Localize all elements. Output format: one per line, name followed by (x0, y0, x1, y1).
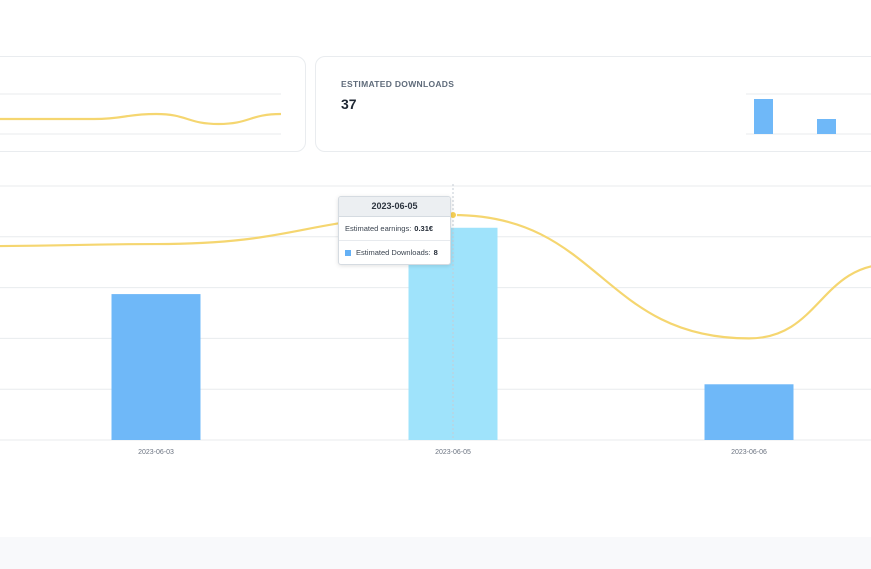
sparkbar-1 (817, 119, 836, 134)
tooltip-downloads-swatch (345, 250, 351, 256)
x-tick-2023-06-03: 2023-06-03 (138, 449, 174, 456)
downloads-sparkbars (746, 93, 871, 135)
footer-band (0, 537, 871, 569)
tooltip-earnings-value: 0.31€ (414, 224, 434, 233)
sparkbar-0 (754, 99, 773, 134)
tooltip-earnings-row: Estimated earnings: 0.31€ (339, 217, 450, 240)
tooltip-downloads-row: Estimated Downloads: 8 (339, 240, 450, 264)
tooltip-downloads-label: Estimated Downloads: (356, 248, 431, 257)
bar-2023-06-03 (111, 294, 201, 440)
bar-2023-06-06 (704, 384, 794, 440)
downloads-card: ESTIMATED DOWNLOADS 37 (315, 56, 871, 152)
tooltip-date: 2023-06-05 (339, 197, 450, 217)
x-tick-2023-06-05: 2023-06-05 (435, 449, 471, 456)
tooltip-downloads-value: 8 (433, 248, 438, 257)
earnings-sparkline (0, 93, 282, 135)
downloads-card-title: ESTIMATED DOWNLOADS (341, 79, 455, 89)
tooltip-earnings-label: Estimated earnings: (345, 224, 412, 233)
x-tick-2023-06-06: 2023-06-06 (731, 449, 767, 456)
downloads-card-value: 37 (341, 96, 357, 112)
earnings-line (0, 213, 871, 340)
chart-tooltip: 2023-06-05 Estimated earnings: 0.31€ Esti… (338, 196, 451, 265)
earnings-sparkline-series (0, 112, 282, 126)
main-chart: 2023-06-03 2023-06-05 2023-06-06 (0, 184, 871, 456)
earnings-card (0, 56, 306, 152)
